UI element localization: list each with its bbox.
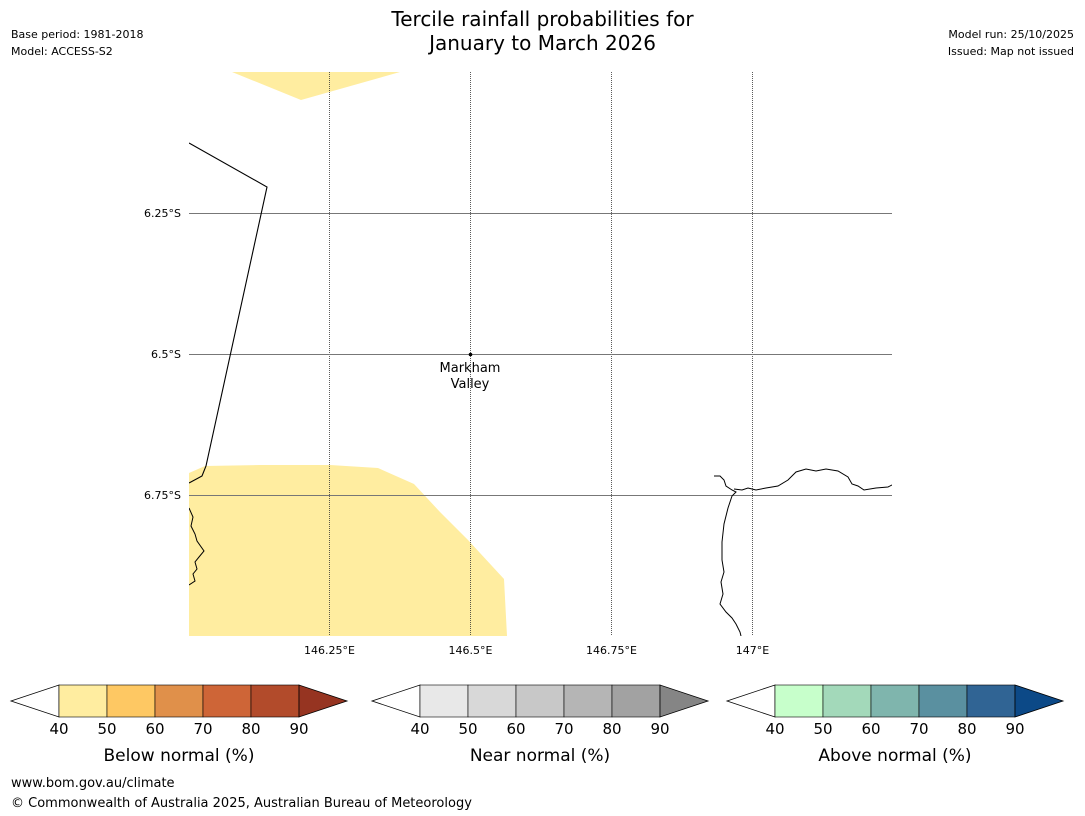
colorbar-extension-low: [9, 684, 60, 718]
colorbar-extension-high: [298, 684, 349, 718]
colorbar-segment: [154, 684, 204, 718]
border-line: [189, 142, 268, 484]
lon-label-146-75: 146.75°E: [586, 644, 637, 657]
colorbar-tick-label: 50: [97, 720, 116, 738]
meta-left: Base period: 1981-2018 Model: ACCESS-S2: [11, 26, 143, 60]
place-label-line-1: Markham: [440, 361, 501, 376]
colorbar-tick-label: 90: [1005, 720, 1024, 738]
colorbar-segment: [774, 684, 824, 718]
parallels: [189, 213, 892, 496]
model-text: Model: ACCESS-S2: [11, 45, 113, 58]
colorbar-extension-low: [370, 684, 421, 718]
colorbar-tick-label: 60: [506, 720, 525, 738]
colorbar-segment: [467, 684, 517, 718]
colorbar-segment: [870, 684, 920, 718]
colorbar-near-normal: 40 50 60 70 80 90 Near normal (%): [370, 684, 710, 766]
colorbar-label: Above normal (%): [818, 746, 971, 766]
colorbar-tick-label: 70: [193, 720, 212, 738]
coastline-east: [714, 468, 892, 636]
colorbar-segment: [611, 684, 661, 718]
colorbar-segment: [563, 684, 613, 718]
base-period-text: Base period: 1981-2018: [11, 28, 144, 41]
colorbar-tick-label: 40: [49, 720, 68, 738]
colorbar-tick-label: 70: [909, 720, 928, 738]
lat-label-6-25: 6.25°S: [144, 207, 181, 220]
colorbar-tick-label: 40: [765, 720, 784, 738]
colorbar-extension-high: [659, 684, 710, 718]
lon-label-146-5: 146.5°E: [449, 644, 493, 657]
place-marker: [468, 352, 473, 357]
forecast-map: 6.25°S 6.5°S 6.75°S 146.25°E 146.5°E 146…: [144, 72, 892, 657]
colorbar-tick-label: 90: [289, 720, 308, 738]
issued-text: Issued: Map not issued: [947, 45, 1074, 58]
footer-url: www.bom.gov.au/climate: [11, 776, 175, 791]
model-run-text: Model run: 25/10/2025: [948, 28, 1074, 41]
colorbar-tick-label: 90: [650, 720, 669, 738]
title-line-2: January to March 2026: [429, 31, 656, 55]
colorbar-legends: 40 50 60 70 80 90 Below normal (%) 40 50 60 70 80 9…: [9, 684, 1065, 766]
colorbar-segment: [250, 684, 300, 718]
colorbar-tick-label: 80: [602, 720, 621, 738]
title-line-1: Tercile rainfall probabilities for: [391, 7, 694, 31]
colorbar-segment: [419, 684, 469, 718]
colorbar-segment: [58, 684, 108, 718]
footer-copyright: © Commonwealth of Australia 2025, Austra…: [11, 796, 472, 811]
place-label-line-2: Valley: [451, 377, 490, 392]
shaded-region-southwest: [189, 465, 507, 636]
colorbar-segment: [822, 684, 872, 718]
colorbar-tick-label: 80: [241, 720, 260, 738]
map-title: Tercile rainfall probabilities for Janua…: [0, 7, 1085, 55]
colorbar-segment: [202, 684, 252, 718]
colorbar-tick-label: 40: [410, 720, 429, 738]
shaded-region-north: [232, 72, 400, 100]
lat-label-6-5: 6.5°S: [151, 348, 181, 361]
colorbar-label: Near normal (%): [470, 746, 610, 766]
colorbar-label: Below normal (%): [104, 746, 255, 766]
colorbar-tick-label: 60: [861, 720, 880, 738]
lon-label-147: 147°E: [736, 644, 769, 657]
colorbar-segment: [918, 684, 968, 718]
lon-label-146-25: 146.25°E: [304, 644, 355, 657]
colorbar-extension-low: [725, 684, 776, 718]
colorbar-tick-label: 60: [145, 720, 164, 738]
colorbar-segment: [106, 684, 156, 718]
coastline-west: [189, 507, 205, 586]
colorbar-tick-label: 50: [813, 720, 832, 738]
lat-label-6-75: 6.75°S: [144, 489, 181, 502]
colorbar-tick-label: 80: [957, 720, 976, 738]
colorbar-segment: [515, 684, 565, 718]
colorbar-segment: [966, 684, 1016, 718]
colorbar-tick-label: 70: [554, 720, 573, 738]
colorbar-tick-label: 50: [458, 720, 477, 738]
colorbar-below-normal: 40 50 60 70 80 90 Below normal (%): [9, 684, 349, 766]
colorbar-extension-high: [1014, 684, 1065, 718]
colorbar-above-normal: 40 50 60 70 80 90 Above normal (%): [725, 684, 1065, 766]
meta-right: Model run: 25/10/2025 Issued: Map not is…: [948, 26, 1074, 60]
